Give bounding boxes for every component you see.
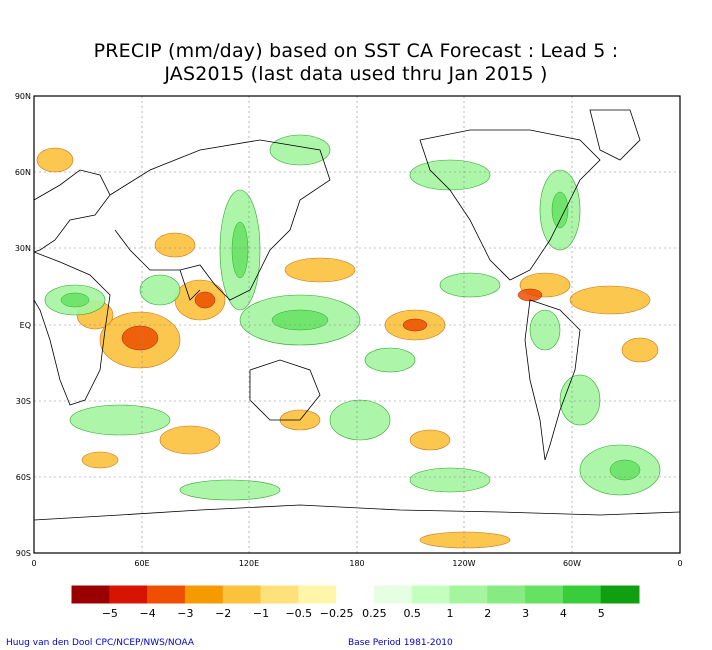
colorbar-label: −0.25 — [320, 607, 354, 620]
colorbar-label: 4 — [560, 607, 567, 620]
x-axis-labels: 0 60E 120E 180 120W 60W 0 — [31, 559, 682, 568]
x-label-60e: 60E — [134, 559, 149, 568]
colorbar-label: 3 — [522, 607, 529, 620]
credit-base-period: Base Period 1981-2010 — [348, 638, 453, 648]
colorbar-swatch — [147, 585, 186, 604]
y-label-eq: EQ — [20, 321, 31, 330]
x-label-180: 180 — [349, 559, 364, 568]
colorbar-label: −5 — [102, 607, 118, 620]
colorbar-label: 0.25 — [362, 607, 387, 620]
colorbar-label: 1 — [447, 607, 454, 620]
y-label-30n: 30N — [15, 244, 31, 253]
y-label-90s: 90S — [16, 549, 31, 558]
y-label-90n: 90N — [15, 92, 31, 101]
colorbar-label: −2 — [215, 607, 231, 620]
gridlines — [34, 96, 680, 553]
colorbar-label: −4 — [139, 607, 155, 620]
y-label-60n: 60N — [15, 168, 31, 177]
coastlines — [34, 109, 680, 521]
precip-anomaly-field — [36, 134, 661, 549]
colorbar-swatch — [411, 585, 451, 604]
colorbar: −5 −4 −3 −2 −1 −0.5 −0.25 0.25 0.5 1 2 3 4 5 — [71, 585, 640, 620]
y-label-60s: 60S — [16, 473, 31, 482]
credit-author: Huug van den Dool CPC/NCEP/NWS/NOAA — [6, 638, 195, 648]
x-label-120e: 120E — [239, 559, 259, 568]
y-label-30s: 30S — [16, 397, 31, 406]
colorbar-swatch — [525, 585, 564, 604]
colorbar-swatch — [487, 585, 527, 604]
x-label-0-right: 0 — [677, 559, 682, 568]
map-frame — [33, 95, 681, 554]
colorbar-label: 0.5 — [403, 607, 421, 620]
colorbar-swatch — [373, 585, 413, 604]
x-label-60w: 60W — [563, 559, 581, 568]
colorbar-swatch — [298, 585, 338, 604]
colorbar-swatch — [109, 585, 149, 604]
colorbar-swatch — [71, 585, 111, 604]
colorbar-label: −1 — [253, 607, 269, 620]
map-title-line2: JAS2015 (last data used thru Jan 2015 ) — [164, 63, 548, 85]
colorbar-label: 2 — [484, 607, 491, 620]
x-label-0: 0 — [31, 559, 36, 568]
colorbar-swatch — [336, 585, 375, 604]
colorbar-swatch — [600, 585, 640, 604]
y-axis-labels: 90N 60N 30N EQ 30S 60S 90S — [15, 92, 31, 558]
colorbar-swatch — [562, 585, 602, 604]
x-label-120w: 120W — [452, 559, 475, 568]
colorbar-label: −0.5 — [285, 607, 312, 620]
colorbar-label: −3 — [177, 607, 193, 620]
map-title-line1: PRECIP (mm/day) based on SST CA Forecast… — [93, 40, 619, 62]
colorbar-swatch — [449, 585, 489, 604]
colorbar-label: 5 — [598, 607, 605, 620]
colorbar-swatch — [222, 585, 262, 604]
colorbar-swatch — [184, 585, 224, 604]
colorbar-swatch — [260, 585, 300, 604]
